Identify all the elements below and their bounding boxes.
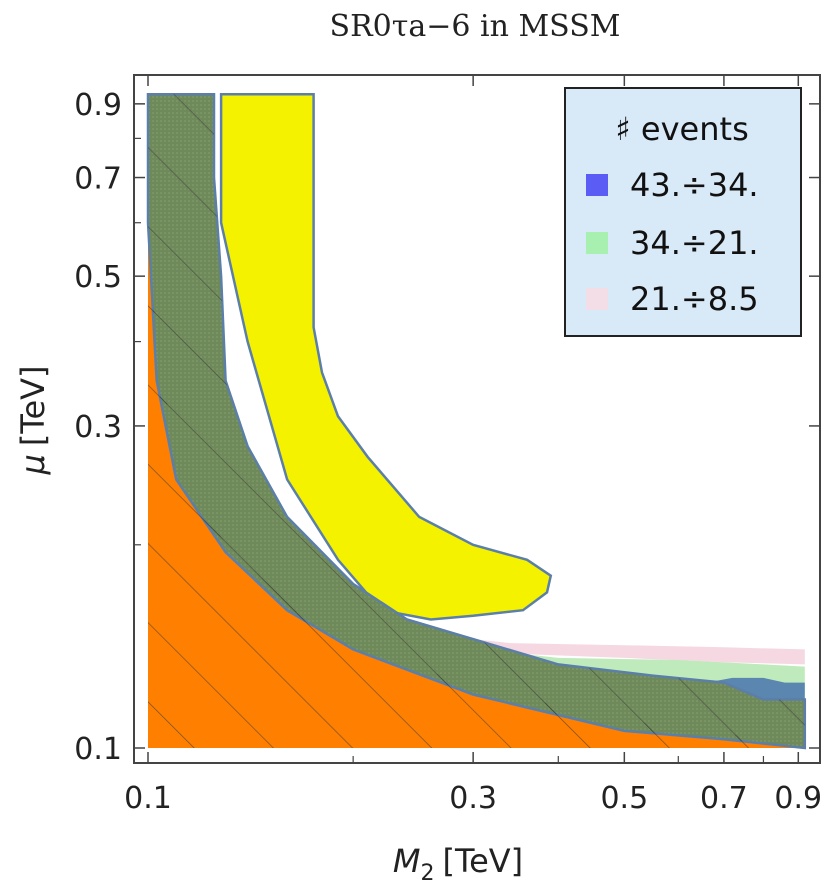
x-axis-subscript: 2 xyxy=(420,861,434,886)
x-tick-label: 0.7 xyxy=(700,781,748,816)
legend: ♯ events 43.÷34. 34.÷21. 21.÷8.5 xyxy=(564,87,802,337)
x-axis-unit: [TeV] xyxy=(442,842,523,880)
legend-label-2: 34.÷21. xyxy=(630,224,759,262)
orange-region-hatch xyxy=(148,222,805,748)
pink-band xyxy=(419,633,805,665)
x-tick-label: 0.3 xyxy=(449,781,497,816)
hatch-overlay xyxy=(148,94,805,748)
y-tick-label: 0.9 xyxy=(74,88,122,123)
y-axis-symbol: μ xyxy=(14,454,52,475)
plot-frame xyxy=(133,74,821,764)
y-tick-label: 0.3 xyxy=(74,410,122,445)
legend-label-3: 21.÷8.5 xyxy=(630,280,759,318)
axis-ticks: 0.1 0.3 0.5 0.7 0.9 0.1 0.3 0.5 0.7 0.9 xyxy=(74,75,822,816)
y-axis-label: μ [TeV] xyxy=(14,365,52,475)
x-axis-label: M2 [TeV] xyxy=(393,842,523,886)
legend-title: ♯ events xyxy=(615,110,748,148)
x-tick-label: 0.1 xyxy=(124,781,172,816)
x-tick-label: 0.5 xyxy=(600,781,648,816)
x-axis-symbol: M xyxy=(393,842,421,880)
legend-swatch-3 xyxy=(586,288,608,310)
legend-swatch-1 xyxy=(586,174,608,196)
x-tick-label: 0.9 xyxy=(774,781,822,816)
yellow-region xyxy=(219,92,553,621)
y-tick-label: 0.7 xyxy=(74,162,122,197)
chart-title: SR0τa−6 in MSSM xyxy=(330,9,621,44)
excluded-region-hatch xyxy=(148,94,805,748)
y-tick-label: 0.5 xyxy=(74,260,122,295)
y-tick-label: 0.1 xyxy=(74,732,122,767)
y-axis-unit: [TeV] xyxy=(14,365,52,446)
legend-swatch-2 xyxy=(586,232,608,254)
legend-label-1: 43.÷34. xyxy=(630,166,759,204)
